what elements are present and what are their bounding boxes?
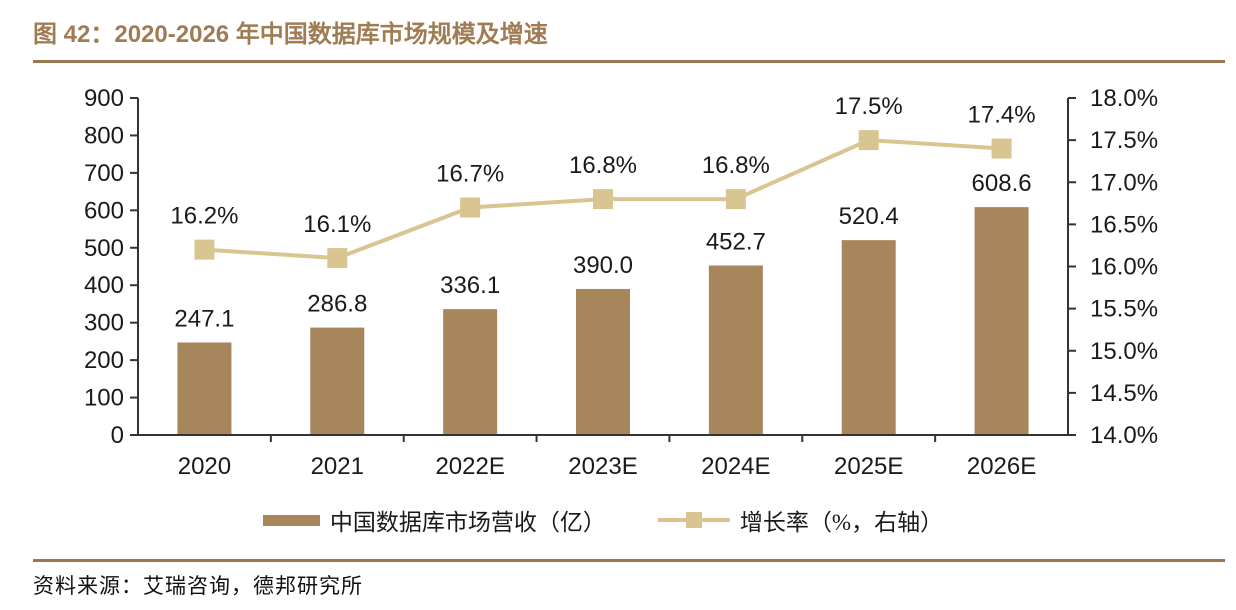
left-axis-tick-label: 900 <box>84 85 124 112</box>
line-marker-icon <box>685 512 702 528</box>
bar-value-label: 520.4 <box>839 203 899 230</box>
growth-marker-2025E <box>858 130 879 151</box>
left-axis-tick-label: 300 <box>84 310 124 337</box>
legend-item-revenue: 中国数据库市场营收（亿） <box>262 503 606 537</box>
footer-rule <box>33 559 1225 562</box>
title-underline <box>33 60 1225 63</box>
right-axis-tick-label: 17.5% <box>1090 127 1158 154</box>
source-note: 资料来源：艾瑞咨询，德邦研究所 <box>33 574 363 598</box>
bar-value-label: 390.0 <box>573 252 633 279</box>
left-axis-tick-label: 500 <box>84 235 124 262</box>
left-axis-tick-label: 700 <box>84 160 124 187</box>
bar-2021 <box>310 327 365 435</box>
left-axis-tick-label: 0 <box>111 422 124 449</box>
growth-value-label: 16.8% <box>569 152 637 179</box>
x-axis-label: 2026E <box>967 453 1036 480</box>
growth-marker-2021 <box>327 248 348 269</box>
right-axis-tick-label: 16.0% <box>1090 254 1158 281</box>
bar-2026E <box>974 207 1029 435</box>
left-axis-tick-label: 600 <box>84 197 124 224</box>
growth-value-label: 16.2% <box>170 203 238 230</box>
right-axis-tick-label: 15.0% <box>1090 338 1158 365</box>
figure-title: 图 42：2020-2026 年中国数据库市场规模及增速 <box>33 21 548 48</box>
bar-value-label: 336.1 <box>440 272 500 299</box>
bar-value-label: 608.6 <box>972 170 1032 197</box>
legend-label-growth: 增长率（%，右轴） <box>739 510 944 535</box>
bar-2022E <box>443 309 498 435</box>
left-axis-tick-label: 200 <box>84 347 124 374</box>
legend: 中国数据库市场营收（亿） 增长率（%，右轴） <box>138 503 1068 537</box>
growth-marker-2026E <box>991 138 1012 159</box>
right-axis-tick-label: 18.0% <box>1090 85 1158 112</box>
x-axis-label: 2022E <box>435 453 504 480</box>
right-axis-tick-label: 17.0% <box>1090 169 1158 196</box>
bar-2024E <box>708 265 763 435</box>
x-axis-label: 2021 <box>311 453 364 480</box>
bar-value-label: 286.8 <box>307 291 367 318</box>
growth-value-label: 17.4% <box>968 102 1036 129</box>
x-axis-label: 2025E <box>834 453 903 480</box>
line-swatch-icon <box>657 511 730 529</box>
growth-value-label: 16.8% <box>702 152 770 179</box>
x-axis-label: 2023E <box>568 453 637 480</box>
bar-2023E <box>576 288 630 435</box>
legend-item-growth: 增长率（%，右轴） <box>657 503 944 537</box>
left-axis-tick-label: 800 <box>84 122 124 149</box>
growth-value-label: 17.5% <box>835 93 903 120</box>
growth-value-label: 16.1% <box>303 211 371 238</box>
chart-canvas: 247.1 286.8 336.1 390.0 452.7 520.4 608.6 900 80… <box>84 85 1158 480</box>
bar-value-label: 452.7 <box>706 228 766 255</box>
bar-2020 <box>177 342 232 435</box>
growth-marker-2020 <box>194 239 215 260</box>
right-axis-tick-label: 16.5% <box>1090 211 1158 238</box>
right-axis-tick-label: 14.0% <box>1090 422 1158 449</box>
bar-2025E <box>841 240 896 435</box>
x-axis-label: 2024E <box>701 453 770 480</box>
growth-marker-2023E <box>593 189 613 210</box>
growth-value-label: 16.7% <box>436 161 504 188</box>
growth-marker-2022E <box>460 197 481 218</box>
right-axis-tick-label: 14.5% <box>1090 380 1158 407</box>
bar-swatch-icon <box>262 514 320 526</box>
legend-label-revenue: 中国数据库市场营收（亿） <box>329 510 606 535</box>
left-axis-tick-label: 100 <box>84 385 124 412</box>
left-axis-tick-label: 400 <box>84 272 124 299</box>
x-axis-label: 2020 <box>178 453 231 480</box>
growth-marker-2024E <box>725 189 746 210</box>
bar-value-label: 247.1 <box>174 305 234 332</box>
right-axis-tick-label: 15.5% <box>1090 296 1158 323</box>
